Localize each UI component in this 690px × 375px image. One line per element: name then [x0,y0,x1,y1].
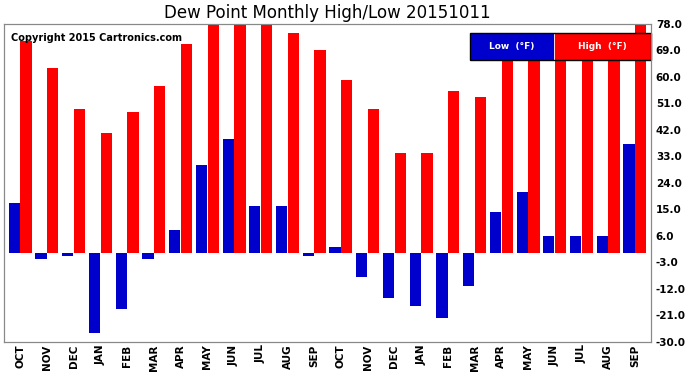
Bar [448,92,460,254]
Text: Copyright 2015 Cartronics.com: Copyright 2015 Cartronics.com [10,33,181,43]
Bar [89,254,100,333]
Bar [181,44,192,254]
FancyBboxPatch shape [470,33,554,60]
Bar [288,33,299,254]
Bar [329,248,341,254]
Bar [116,254,127,309]
Bar [315,50,326,254]
Bar [128,112,139,254]
Bar [261,24,273,254]
Bar [436,254,448,318]
Bar [543,236,555,254]
Bar [9,203,20,254]
Bar [529,41,540,254]
Bar [196,165,207,254]
Bar [235,24,246,254]
Bar [223,138,234,254]
Bar [410,254,421,306]
Bar [368,109,379,254]
Bar [303,254,314,256]
Bar [62,254,73,256]
FancyBboxPatch shape [554,33,651,60]
Bar [475,98,486,254]
Bar [395,153,406,254]
Bar [490,212,501,254]
Title: Dew Point Monthly High/Low 20151011: Dew Point Monthly High/Low 20151011 [164,4,491,22]
Bar [555,33,566,254]
Bar [502,41,513,254]
Bar [276,206,287,254]
Bar [208,24,219,254]
Bar [154,86,166,254]
Bar [101,133,112,254]
Bar [383,254,394,297]
Bar [142,254,154,259]
Bar [341,80,353,254]
Text: High  (°F): High (°F) [578,42,627,51]
Bar [74,109,85,254]
Bar [597,236,608,254]
Bar [582,33,593,254]
Bar [169,230,180,254]
Bar [624,144,635,254]
Bar [463,254,474,286]
Bar [21,41,32,254]
Bar [517,192,528,254]
Bar [635,24,647,254]
Bar [422,153,433,254]
Bar [249,206,261,254]
Bar [356,254,367,277]
Bar [570,236,581,254]
Bar [35,254,47,259]
Bar [609,39,620,254]
Bar [47,68,59,254]
Text: Low  (°F): Low (°F) [489,42,535,51]
